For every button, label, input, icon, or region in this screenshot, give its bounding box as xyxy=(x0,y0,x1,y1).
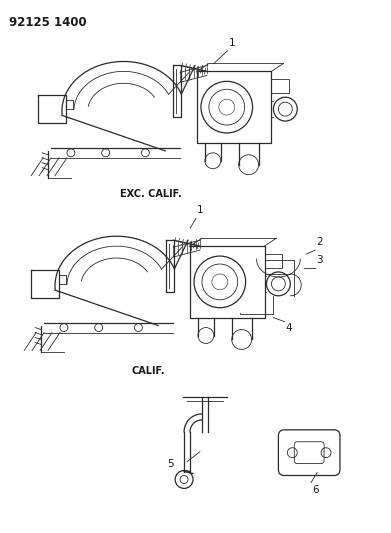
Text: 6: 6 xyxy=(312,486,319,496)
FancyBboxPatch shape xyxy=(294,442,324,464)
FancyBboxPatch shape xyxy=(278,430,340,475)
Text: 2: 2 xyxy=(316,237,323,247)
Text: 1: 1 xyxy=(229,37,235,47)
Text: 1: 1 xyxy=(197,205,204,215)
Text: 92125 1400: 92125 1400 xyxy=(9,16,87,29)
Text: CALIF.: CALIF. xyxy=(132,366,165,376)
Text: 3: 3 xyxy=(316,255,323,265)
Text: 5: 5 xyxy=(167,458,174,469)
Text: 4: 4 xyxy=(285,322,292,333)
Text: EXC. CALIF.: EXC. CALIF. xyxy=(120,189,181,198)
